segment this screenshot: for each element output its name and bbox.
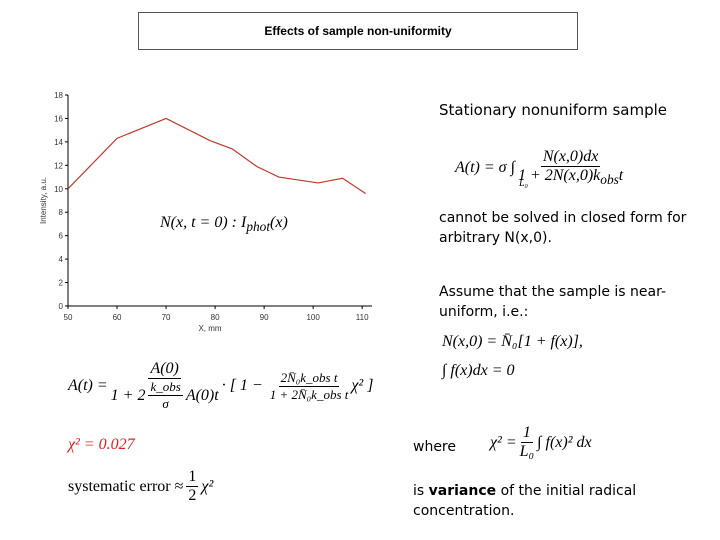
annotation: N(x, t = 0) : I — [160, 214, 247, 231]
eq-part: 1 — [186, 468, 199, 487]
heading: Stationary nonuniform sample — [439, 101, 667, 119]
eq-part: χ² ] — [351, 377, 374, 394]
equation-2: N(x,0) = N̄₀[1 + f(x)], — [442, 333, 583, 350]
eq-part: · [ 1 − — [221, 377, 267, 394]
eq-part: L₀ — [519, 443, 535, 460]
y-tick-label: 4 — [59, 255, 64, 264]
chart-annotation: N(x, t = 0) : Iphot(x) — [160, 214, 288, 235]
eq-part: σ — [162, 396, 169, 411]
eq-part: 2 — [188, 487, 197, 504]
y-axis-label: Intensity, a.u. — [39, 177, 48, 224]
annotation-sub: phot — [246, 219, 271, 235]
paragraph: Assume that the sample is near-uniform, … — [439, 284, 667, 320]
data-line — [67, 117, 366, 194]
title-text: Effects of sample non-uniformity — [264, 24, 452, 38]
x-tick-label: 100 — [306, 313, 320, 322]
eq-part: 1 + 2 — [110, 386, 146, 404]
x-tick-label: 70 — [162, 313, 171, 322]
y-tick-label: 18 — [54, 91, 63, 100]
text: of the initial radical concentration. — [413, 483, 637, 519]
equation-4: χ² = 1 L₀ ∫ f(x)² dx — [490, 424, 592, 461]
x-tick-label: 50 — [64, 313, 73, 322]
eq-part: 2N̄₀k_obs t — [278, 369, 340, 387]
y-tick-label: 12 — [54, 161, 63, 170]
equation-3: ∫ f(x)dx = 0 — [442, 362, 515, 379]
word: where — [413, 439, 456, 455]
x-axis-label: X, mm — [198, 324, 221, 333]
y-tick-label: 16 — [54, 114, 63, 123]
eq-part: systematic error ≈ — [68, 477, 184, 495]
y-tick-label: 8 — [59, 208, 64, 217]
eq-part: k_obs — [148, 379, 183, 396]
x-tick-label: 110 — [356, 313, 369, 322]
eq-part: A(0)t — [185, 386, 219, 404]
y-tick-label: 14 — [54, 138, 63, 147]
eq-part: 1 + 2N(x,0)k — [517, 167, 601, 184]
eq-part: χ² = — [490, 433, 517, 451]
eq-part: χ² — [201, 477, 214, 495]
equation-5: A(t) = A(0) 1 + 2 k_obs σ A(0)t · [ 1 − 2N̄₀… — [68, 360, 373, 412]
eq-part: A(t) = — [68, 377, 108, 394]
chi-value: χ² = 0.027 — [68, 436, 135, 453]
eq-part: N(x,0)dx — [540, 148, 601, 167]
eq-part: obs — [600, 172, 619, 188]
text-bold: variance — [428, 483, 497, 499]
eq-part: A(0) — [148, 360, 181, 379]
x-tick-label: 60 — [113, 313, 122, 322]
paragraph: is variance of the initial radical conce… — [413, 481, 673, 521]
y-tick-label: 0 — [59, 302, 64, 311]
y-tick-label: 6 — [59, 232, 64, 241]
eq-part: ∫ f(x)² dx — [537, 433, 592, 451]
text: is — [413, 483, 425, 499]
x-tick-label: 80 — [211, 313, 220, 322]
y-tick-label: 2 — [59, 279, 64, 288]
eq-limit: L₀ — [519, 178, 529, 189]
eq-part: t — [618, 167, 624, 184]
paragraph: cannot be solved in closed form for arbi… — [439, 210, 687, 246]
eq-part: A(t) = σ ∫ — [455, 159, 515, 177]
eq-part: 1 — [520, 424, 533, 443]
annotation-end: (x) — [270, 214, 288, 231]
eq-part: 1 + 2N̄₀k_obs t — [269, 386, 349, 402]
slide-title: Effects of sample non-uniformity — [138, 12, 578, 50]
x-tick-label: 90 — [260, 313, 269, 322]
y-tick-label: 10 — [54, 185, 63, 194]
equation-1: A(t) = σ ∫ N(x,0)dx 1 + 2N(x,0)kobst — [455, 148, 626, 188]
